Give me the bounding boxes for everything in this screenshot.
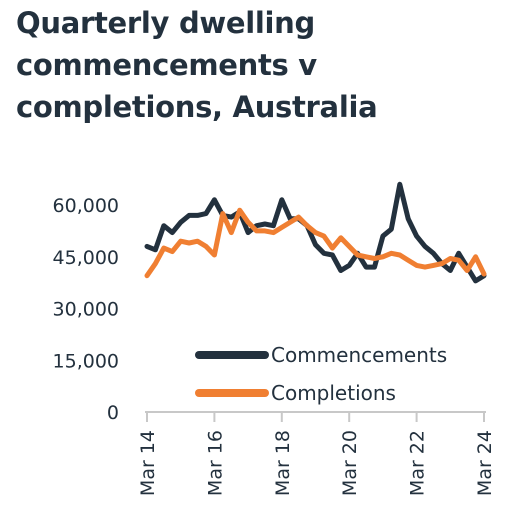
y-axis-ticks: 60,000 45,000 30,000 15,000 0 xyxy=(53,195,119,424)
chart-title: Quarterly dwelling commencements v compl… xyxy=(16,6,378,124)
legend-label-commencements: Commencements xyxy=(271,343,447,367)
y-tick-label: 15,000 xyxy=(53,350,119,372)
series-line-completions xyxy=(144,207,487,279)
x-tick-label: Mar 14 xyxy=(137,430,159,496)
y-tick-label: 60,000 xyxy=(53,195,119,217)
series-lines xyxy=(144,181,487,284)
x-tick-label: Mar 24 xyxy=(474,430,496,496)
y-tick-label: 0 xyxy=(107,402,119,424)
x-axis-ticks: Mar 14 Mar 16 Mar 18 Mar 20 Mar 22 Mar 24 xyxy=(137,412,496,496)
series-line-commencements xyxy=(144,181,487,284)
y-tick-label: 30,000 xyxy=(53,299,119,321)
x-tick-label: Mar 20 xyxy=(339,430,361,496)
x-tick-label: Mar 22 xyxy=(407,430,429,496)
x-tick-label: Mar 16 xyxy=(204,430,226,496)
y-tick-label: 45,000 xyxy=(53,247,119,269)
x-tick-label: Mar 18 xyxy=(272,430,294,496)
legend: Commencements Completions xyxy=(195,343,447,405)
legend-label-completions: Completions xyxy=(271,381,396,405)
